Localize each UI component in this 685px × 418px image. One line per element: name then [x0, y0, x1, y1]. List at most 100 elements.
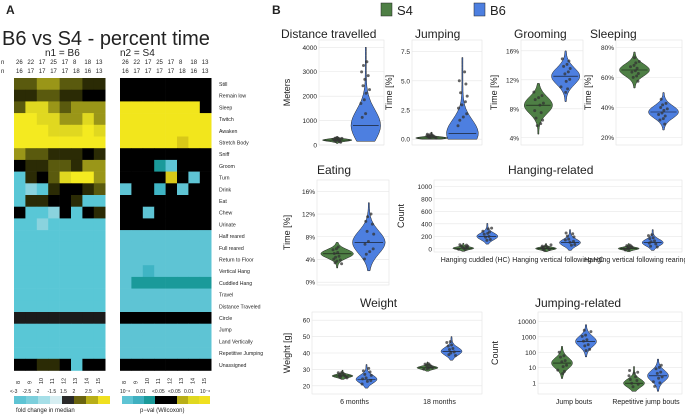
y-axis-label: Time [%] [489, 75, 499, 110]
y-tick-label: 20 [303, 383, 311, 390]
heatmap-cell [59, 136, 72, 149]
y-tick-label: 2.5 [401, 108, 410, 115]
pval-cell [199, 89, 212, 102]
data-point [561, 372, 565, 376]
data-point [452, 350, 456, 354]
data-point [422, 367, 426, 371]
violin-shape [446, 57, 479, 140]
data-point [366, 74, 370, 78]
n1-prefix: n [1, 60, 4, 66]
heatmap-cell [59, 358, 72, 371]
heatmap-cell [25, 195, 38, 207]
data-point [339, 140, 343, 144]
pval-cell [188, 358, 201, 371]
heatmap-cell [71, 358, 83, 371]
pval-cell [154, 218, 166, 231]
behavior-label: Land Vertically [219, 339, 253, 345]
pval-cell [131, 148, 144, 161]
legend-swatch [133, 396, 144, 404]
y-axis-label: Time [%] [583, 75, 593, 110]
data-point [660, 375, 664, 379]
data-point [365, 379, 369, 383]
legend-swatch [155, 396, 166, 404]
data-point [363, 77, 367, 81]
heatmap-cell [82, 206, 95, 219]
heatmap-cell [48, 148, 60, 161]
heatmap-cell [14, 347, 26, 360]
data-point [334, 255, 338, 259]
heatmap-cell [71, 312, 83, 324]
pval-cell [142, 347, 155, 360]
heatmap-cell [93, 89, 106, 102]
heatmap-cell [82, 136, 95, 149]
data-point [542, 245, 546, 249]
heatmap-cell [36, 101, 49, 114]
legend-swatch [122, 396, 133, 404]
y-tick-label: 8% [510, 106, 520, 113]
heatmap-cell [14, 218, 26, 231]
legend-swatch [144, 396, 155, 404]
chart-4: 0% 4% 8% 12% 16% Eating Time [%] [282, 163, 390, 287]
n1-value: 26 [16, 60, 23, 66]
legend-tick: 1.5 [60, 389, 67, 395]
heatmap-cell [48, 288, 60, 301]
pval-cell [188, 253, 201, 266]
pval-cell [165, 347, 178, 360]
y-tick-label: 3000 [303, 69, 318, 76]
pval-cell [188, 206, 201, 219]
heatmap-cell [36, 358, 49, 371]
heatmap-cell [82, 335, 95, 348]
pval-cell [177, 265, 189, 278]
data-point [568, 240, 572, 244]
heatmap-cell [25, 358, 38, 371]
pval-label: p−val (Wilcoxon) [140, 408, 185, 414]
heatmap-cell [36, 288, 49, 301]
heatmap-cell [71, 148, 83, 161]
pval-cell [120, 124, 132, 137]
heatmap-cell [82, 265, 95, 278]
pval-cell [142, 101, 155, 114]
data-point [628, 369, 632, 372]
data-point [566, 87, 570, 91]
pval-cell [188, 218, 201, 231]
heatmap-cell [59, 347, 72, 360]
pval-cell [154, 335, 166, 348]
heatmap-cell [48, 89, 60, 102]
data-point [434, 136, 438, 140]
n1-value: 8 [73, 60, 77, 66]
behavior-label: Distance Traveled [219, 304, 261, 310]
data-point [363, 257, 366, 261]
heatmap-cell [48, 253, 60, 266]
heatmap-cell [71, 78, 83, 90]
y-tick-label: 30 [303, 367, 311, 374]
pval-cell [131, 89, 144, 102]
y-tick-label: 8% [306, 234, 316, 241]
data-point [629, 65, 632, 69]
data-point [582, 339, 585, 343]
heatmap-cell [82, 148, 95, 161]
n2-value: 16 [16, 69, 23, 75]
pval-cell [199, 78, 212, 90]
data-point [565, 363, 568, 367]
pval-cell [154, 347, 166, 360]
fold-change-label: fold change in median [16, 408, 75, 414]
heatmap-cell [59, 323, 72, 336]
heatmap-cell [25, 241, 38, 254]
data-point [361, 369, 365, 373]
data-point [583, 344, 587, 348]
data-point [630, 70, 634, 74]
heatmap-cell [14, 265, 26, 278]
y-tick-label: 2000 [303, 94, 318, 101]
n2-value: 17 [156, 69, 163, 75]
pval-cell [199, 253, 212, 266]
heatmap-cell [36, 89, 49, 102]
data-point [562, 369, 566, 373]
data-point [557, 350, 561, 354]
pval-cell [177, 124, 189, 137]
heatmap-cell [93, 171, 106, 184]
pval-cell [177, 312, 189, 324]
pval-cell [131, 253, 144, 266]
y-tick-label: 12% [302, 212, 315, 219]
pval-cell [165, 89, 178, 102]
data-point [340, 262, 344, 266]
